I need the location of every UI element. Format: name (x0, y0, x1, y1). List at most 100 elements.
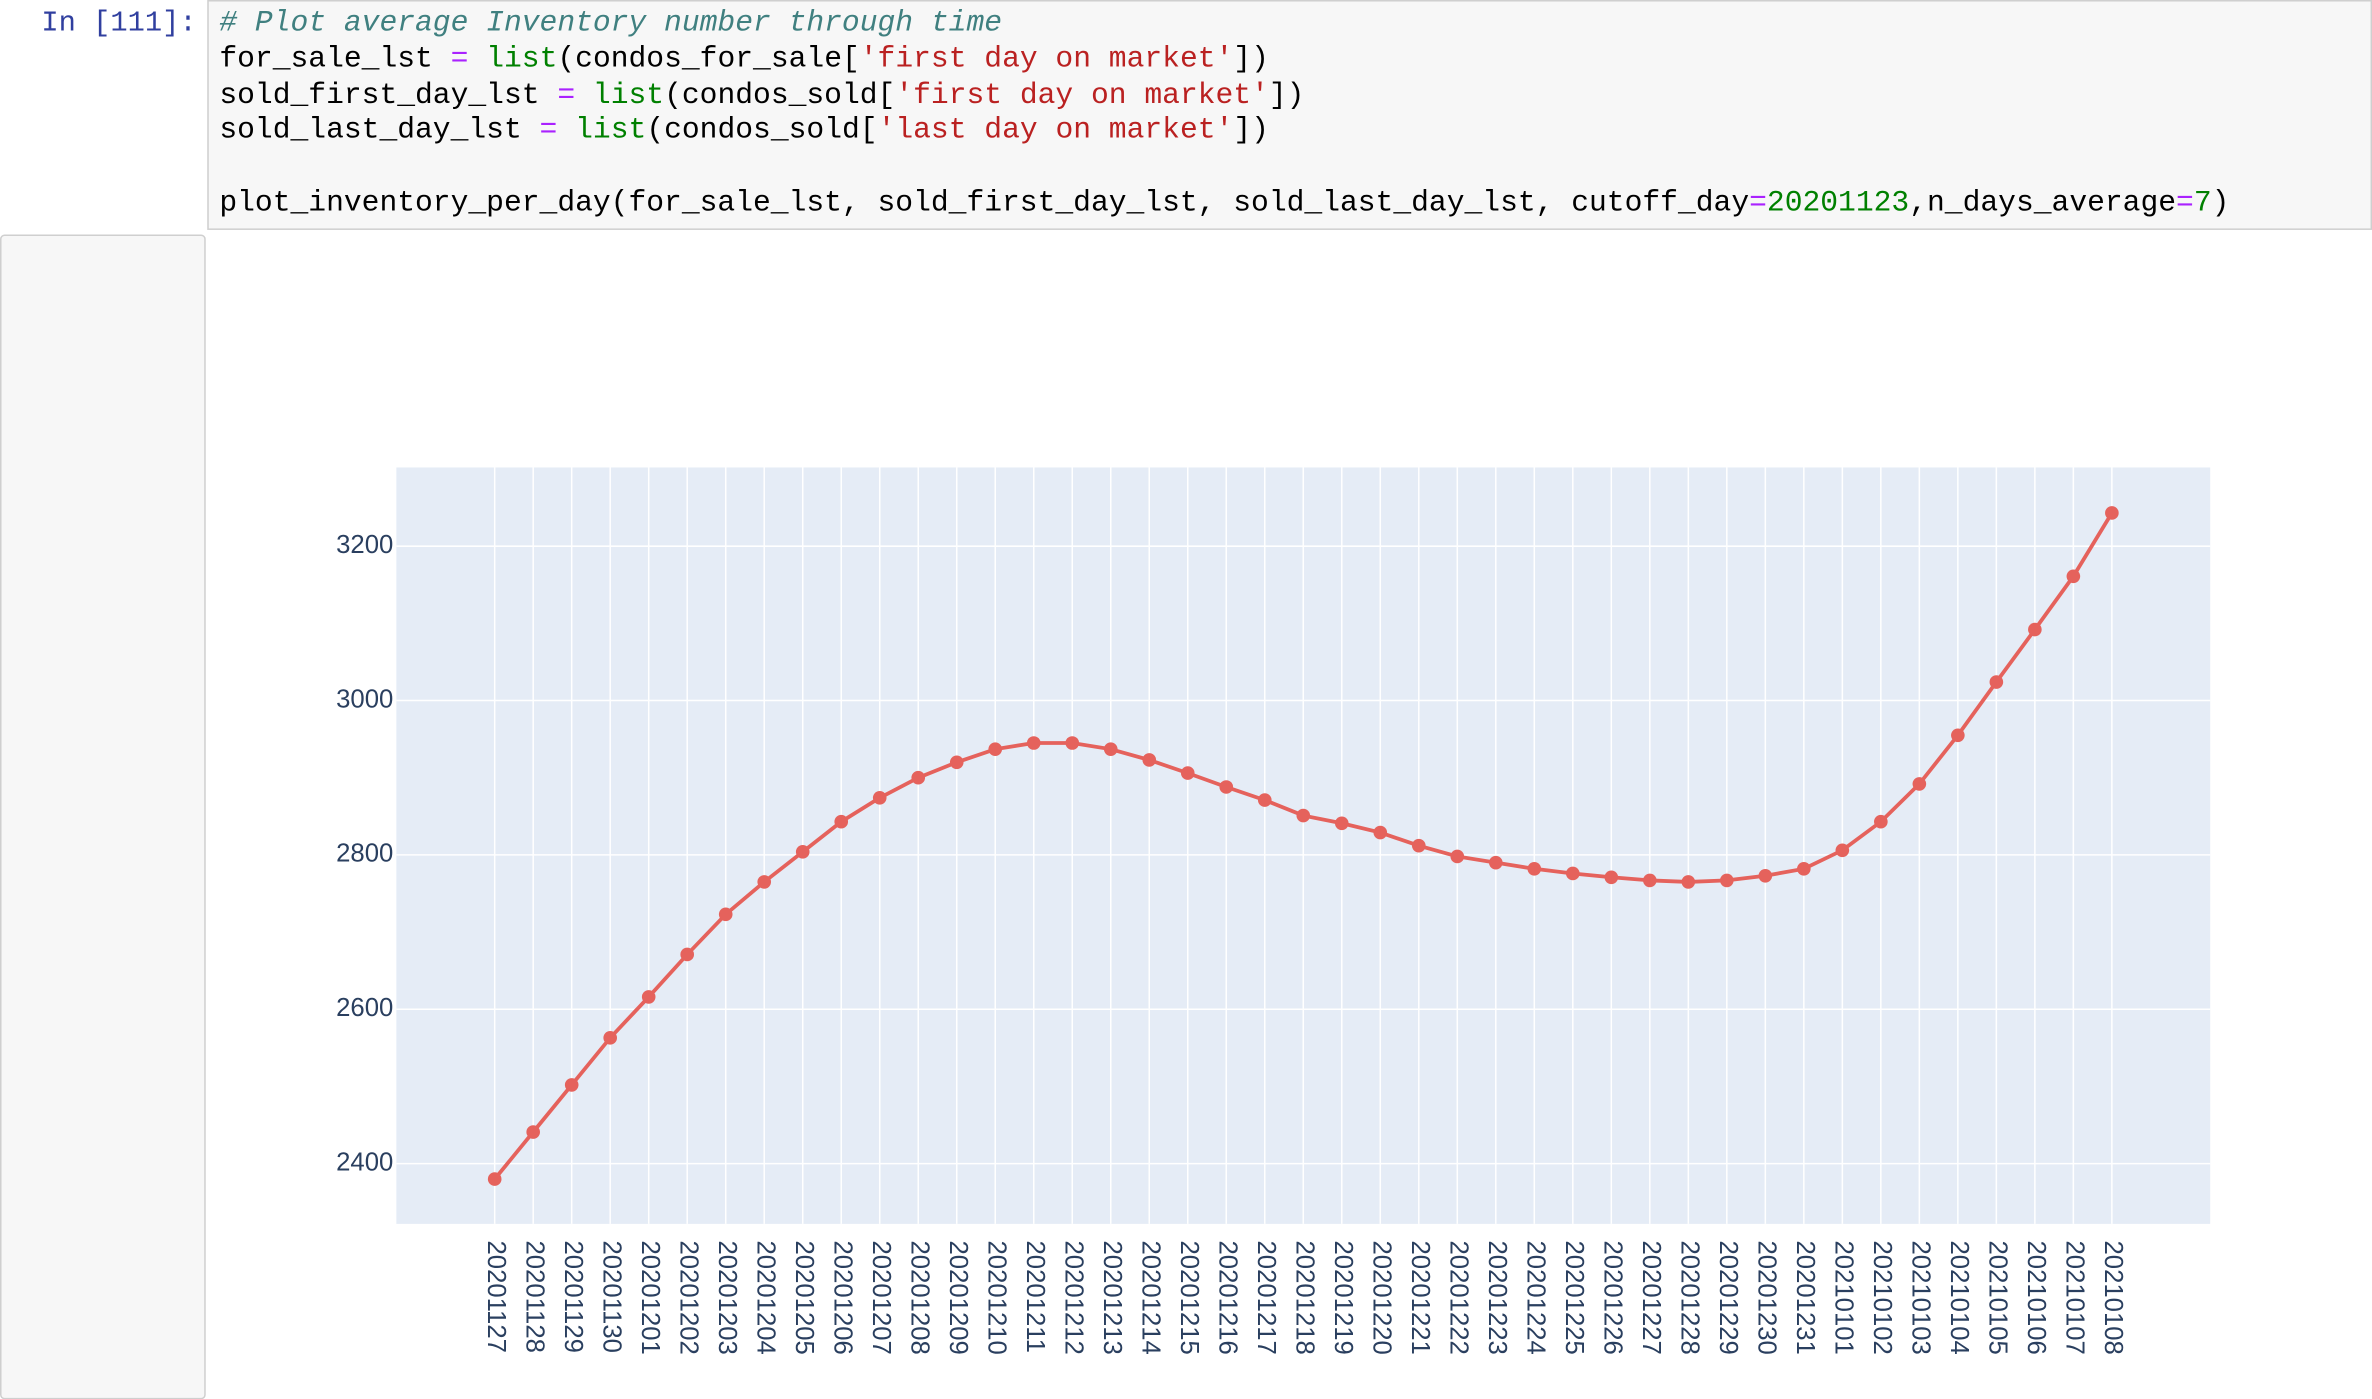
point (1643, 873, 1657, 888)
x-tick-label: 20201227 (1637, 1240, 1665, 1354)
point (680, 947, 695, 962)
point (949, 755, 964, 770)
code-token: ) (2211, 186, 2230, 220)
point (1180, 766, 1195, 780)
code-token: sold_last_day_lst (219, 114, 540, 148)
code-token: ]) (1233, 114, 1269, 148)
code-token: 'first day on market' (895, 78, 1269, 112)
point (1604, 870, 1619, 885)
x-tick-label: 20201221 (1406, 1240, 1434, 1354)
y-tick-label: 3200 (336, 531, 393, 559)
x-tick-label: 20201222 (1444, 1240, 1472, 1354)
y-tick-label: 2800 (336, 840, 393, 868)
code-line: plot_inventory_per_day(for_sale_lst, sol… (219, 186, 2370, 222)
point (1912, 777, 1927, 791)
x-tick-label: 20201204 (751, 1240, 779, 1354)
code-token: plot_inventory_per_day(for_sale_lst, sol… (219, 186, 1750, 220)
point (603, 1031, 618, 1045)
point (1720, 873, 1734, 888)
point (1951, 728, 1965, 743)
code-token: = (450, 42, 469, 76)
code-token: ]) (1268, 78, 1305, 112)
code-token: = (1749, 186, 1767, 220)
x-tick-label: 20201229 (1714, 1240, 1742, 1354)
point (757, 875, 772, 889)
x-tick-label: 20210104 (1945, 1240, 1973, 1354)
point (1065, 736, 1080, 750)
x-tick-label: 20201230 (1753, 1240, 1781, 1354)
code-token: (condos_for_sale[ (557, 42, 860, 76)
comment: # Plot average Inventory number through … (219, 6, 1003, 40)
code-token: 7 (2193, 186, 2212, 220)
y-tick-label: 2400 (336, 1148, 393, 1176)
x-tick-label: 20201226 (1599, 1240, 1627, 1354)
x-tick-label: 20201128 (520, 1240, 548, 1352)
code-line: sold_last_day_lst = list(condos_sold['la… (219, 114, 2370, 150)
point (2105, 506, 2119, 520)
point (1026, 736, 1041, 750)
x-tick-label: 20201210 (982, 1240, 1010, 1354)
code-token: ]) (1233, 42, 1269, 76)
code-token: (condos_sold[ (664, 78, 896, 112)
x-tick-label: 20201202 (674, 1240, 702, 1354)
x-tick-label: 20201228 (1676, 1240, 1704, 1354)
x-tick-label: 20201205 (790, 1240, 818, 1354)
x-tick-label: 20201231 (1791, 1240, 1819, 1354)
point (2028, 622, 2042, 637)
x-tick-label: 20201211 (1021, 1240, 1049, 1352)
point (1334, 816, 1349, 831)
point (872, 790, 887, 805)
code-token: = (557, 78, 576, 112)
code-token: list (592, 78, 665, 112)
x-tick-label: 20201212 (1059, 1240, 1087, 1354)
point (1373, 825, 1388, 840)
x-tick-label: 20201225 (1560, 1240, 1588, 1354)
point (1219, 780, 1234, 794)
point (564, 1078, 579, 1092)
point (1758, 868, 1773, 883)
x-tick-label: 20201209 (944, 1240, 972, 1354)
code-line: for_sale_lst = list(condos_for_sale['fir… (219, 42, 2370, 78)
point (1797, 862, 1811, 876)
point (718, 907, 733, 922)
code-token: list (575, 114, 647, 148)
code-cell[interactable]: # Plot average Inventory number through … (207, 0, 2372, 230)
point (911, 770, 926, 785)
code-line: # Plot average Inventory number through … (219, 6, 2370, 42)
code-token: for_sale_lst (219, 42, 451, 76)
code-token: sold_first_day_lst (219, 78, 558, 112)
point (1488, 855, 1503, 870)
point (487, 1172, 502, 1186)
cell-prompt: In [111]: (41, 6, 197, 40)
code-token: = (2176, 186, 2194, 220)
point (1874, 814, 1888, 829)
x-tick-label: 20201219 (1329, 1240, 1357, 1354)
x-tick-label: 20201206 (828, 1240, 856, 1354)
x-tick-label: 20201224 (1522, 1240, 1550, 1354)
x-tick-label: 20210105 (1984, 1240, 2012, 1354)
code-token: 20201123 (1766, 186, 1910, 220)
y-tick-label: 2600 (336, 994, 393, 1022)
output-prompt (0, 234, 206, 1399)
code-token: = (539, 114, 558, 148)
x-tick-label: 20201216 (1213, 1240, 1241, 1354)
x-tick-label: 20201208 (905, 1240, 933, 1354)
point (1257, 793, 1272, 807)
x-tick-label: 20201223 (1483, 1240, 1511, 1354)
x-tick-label: 20201218 (1290, 1240, 1318, 1354)
point (1411, 838, 1426, 853)
x-tick-label: 20210107 (2061, 1240, 2089, 1354)
code-token: 'first day on market' (859, 42, 1234, 76)
point (834, 814, 849, 829)
x-tick-label: 20210102 (1868, 1240, 1896, 1354)
point (1527, 862, 1542, 876)
x-tick-label: 20201130 (597, 1240, 625, 1352)
point (1566, 866, 1580, 881)
x-tick-label: 20201207 (867, 1240, 895, 1354)
x-tick-label: 20201217 (1252, 1240, 1280, 1354)
x-tick-label: 20210108 (2099, 1240, 2127, 1354)
code-token: 'last day on market' (877, 114, 1234, 148)
x-tick-label: 20201214 (1136, 1240, 1164, 1354)
